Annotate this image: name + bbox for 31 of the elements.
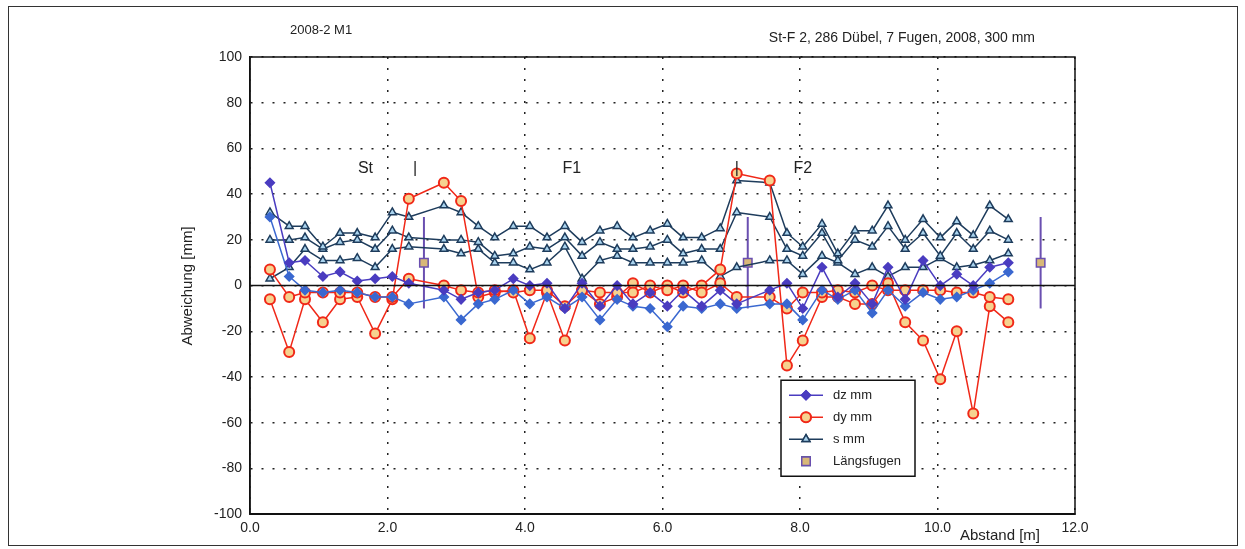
y-tick-label: 0 (234, 276, 243, 293)
annotation: | (734, 159, 739, 177)
x-tick-label: 4.0 (515, 519, 535, 536)
y-tick-label: -100 (213, 505, 243, 522)
x-tick-label: 0.0 (240, 519, 260, 536)
legend-label: dz mm (833, 386, 872, 402)
annotation: St (357, 159, 374, 177)
y-tick-label: -60 (221, 413, 243, 430)
y-tick-label: 40 (226, 185, 243, 202)
chart-title: 2008-2 M1 (290, 22, 353, 37)
legend-label: Längsfugen (833, 452, 901, 468)
x-tick-label: 12.0 (1061, 519, 1089, 536)
y-tick-label: -80 (221, 459, 243, 476)
x-tick-label: 10.0 (923, 519, 952, 536)
y-tick-label: 20 (226, 230, 243, 247)
chart-subtitle: St-F 2, 286 Dübel, 7 Fugen, 2008, 300 mm (768, 29, 1035, 45)
y-tick-label: -40 (221, 367, 243, 384)
y-tick-label: 100 (218, 47, 243, 64)
annotation: | (412, 159, 418, 177)
x-tick-label: 8.0 (790, 519, 810, 536)
y-tick-label: 60 (226, 139, 243, 156)
legend-label: dy mm (833, 408, 872, 424)
y-tick-label: 80 (226, 93, 243, 110)
annotation: F1 (562, 159, 582, 177)
x-tick-label: 6.0 (652, 519, 673, 536)
x-tick-label: 2.0 (377, 519, 398, 536)
x-axis-title: Abstand [m] (959, 526, 1040, 543)
legend-label: s mm (833, 430, 865, 446)
annotation: F2 (793, 159, 813, 177)
y-axis-title: Abweichung [mm] (177, 226, 195, 346)
y-tick-label: -20 (221, 322, 243, 339)
